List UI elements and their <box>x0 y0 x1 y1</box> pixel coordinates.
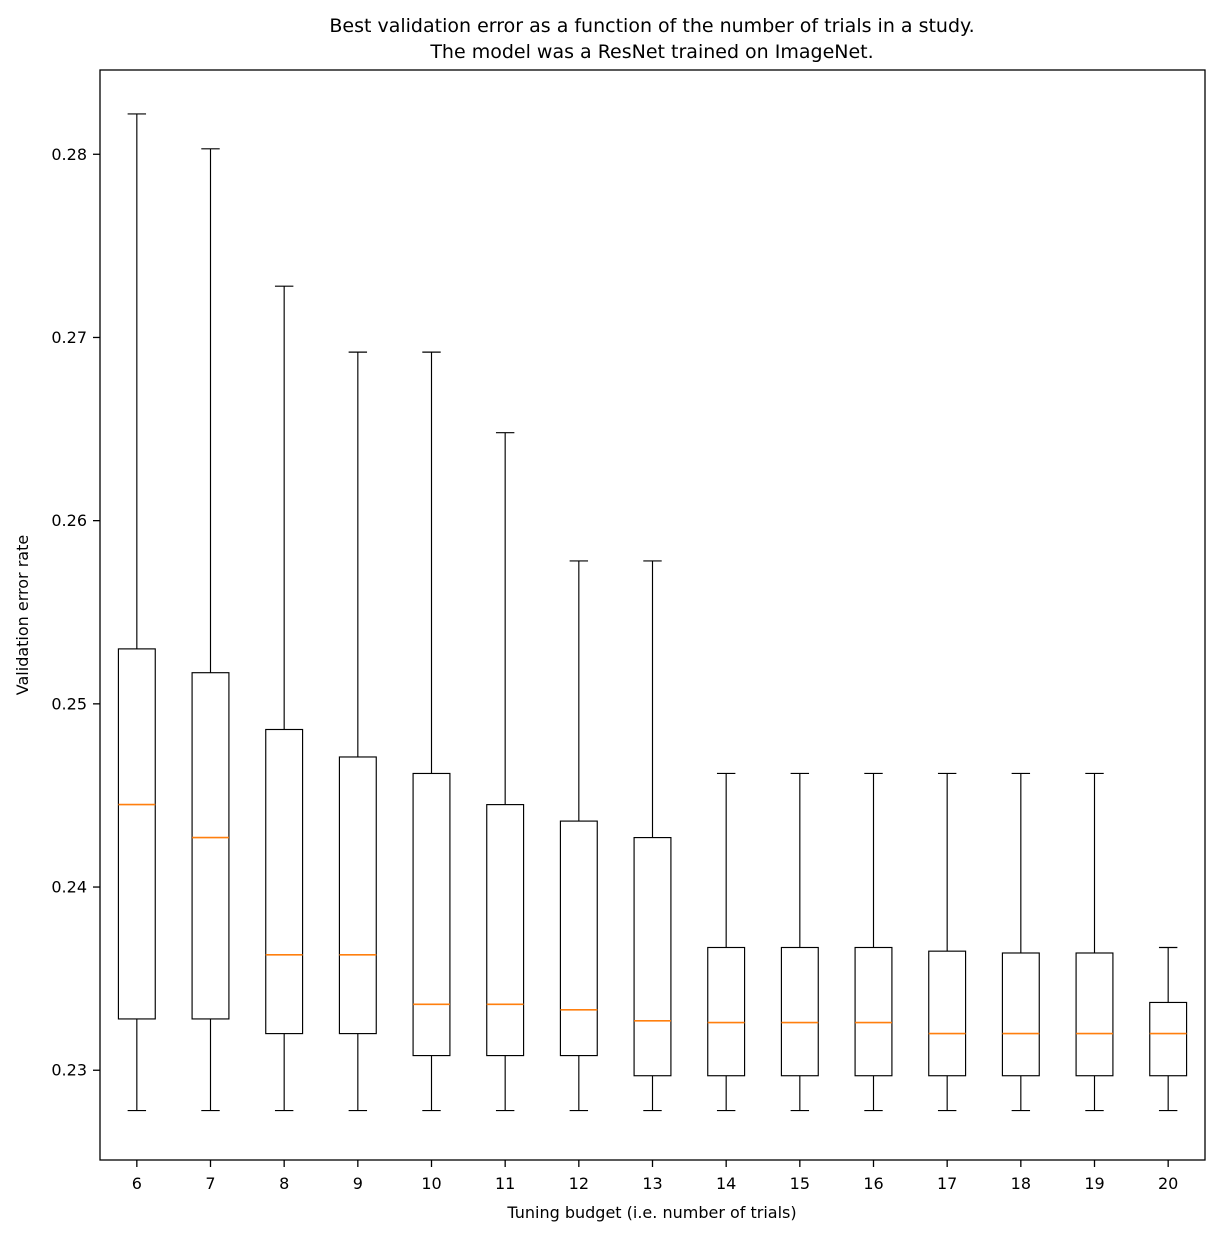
y-axis-label: Validation error rate <box>13 535 32 695</box>
box-group-12 <box>559 560 598 1112</box>
x-tick-label: 20 <box>1158 1174 1178 1193</box>
x-tick-label: 17 <box>937 1174 957 1193</box>
box-group-9 <box>338 351 377 1112</box>
box-group-20 <box>1149 946 1188 1112</box>
iqr-box <box>338 756 377 1035</box>
box-group-6 <box>117 113 156 1112</box>
y-tick-label: 0.27 <box>51 328 87 347</box>
iqr-box <box>854 946 893 1077</box>
box-group-15 <box>780 772 819 1112</box>
x-tick-label: 11 <box>495 1174 515 1193</box>
iqr-box <box>1075 952 1114 1077</box>
x-tick-label: 15 <box>790 1174 810 1193</box>
box-group-18 <box>1001 772 1040 1112</box>
y-tick-label: 0.26 <box>51 511 87 530</box>
iqr-box <box>928 950 967 1077</box>
iqr-box <box>117 648 156 1020</box>
iqr-box <box>265 728 304 1035</box>
box-group-8 <box>265 285 304 1112</box>
box-group-13 <box>633 560 672 1112</box>
x-tick-label: 14 <box>716 1174 736 1193</box>
box-group-10 <box>412 351 451 1112</box>
iqr-box <box>633 837 672 1077</box>
box-group-16 <box>854 772 893 1112</box>
x-tick-label: 12 <box>569 1174 589 1193</box>
iqr-box <box>1149 1001 1188 1077</box>
y-tick-label: 0.24 <box>51 878 87 897</box>
x-axis-label: Tuning budget (i.e. number of trials) <box>506 1203 796 1222</box>
chart-title-line2: The model was a ResNet trained on ImageN… <box>429 41 873 63</box>
iqr-box <box>486 804 525 1057</box>
box-group-7 <box>191 148 230 1112</box>
chart-title-line1: Best validation error as a function of t… <box>329 15 974 37</box>
box-group-14 <box>707 772 746 1112</box>
y-tick-label: 0.23 <box>51 1061 87 1080</box>
box-group-19 <box>1075 772 1114 1112</box>
iqr-box <box>412 772 451 1057</box>
y-tick-label: 0.28 <box>51 145 87 164</box>
box-group-17 <box>928 772 967 1112</box>
x-tick-label: 8 <box>279 1174 289 1193</box>
x-tick-label: 7 <box>205 1174 215 1193</box>
iqr-box <box>707 946 746 1077</box>
x-tick-label: 9 <box>353 1174 363 1193</box>
x-tick-label: 16 <box>863 1174 883 1193</box>
box-group-11 <box>486 432 525 1112</box>
iqr-box <box>1001 952 1040 1077</box>
x-tick-label: 19 <box>1084 1174 1104 1193</box>
plot-area: 0.23 0.24 0.25 0.26 0.27 0.28 6 7 8 9 10 11 12 13 14 15… <box>51 69 1206 1193</box>
y-tick-label: 0.25 <box>51 694 87 713</box>
x-tick-label: 10 <box>421 1174 441 1193</box>
x-tick-label: 6 <box>132 1174 142 1193</box>
x-tick-label: 18 <box>1011 1174 1031 1193</box>
iqr-box <box>191 672 230 1020</box>
x-tick-label: 13 <box>642 1174 662 1193</box>
iqr-box <box>780 946 819 1077</box>
iqr-box <box>559 820 598 1057</box>
